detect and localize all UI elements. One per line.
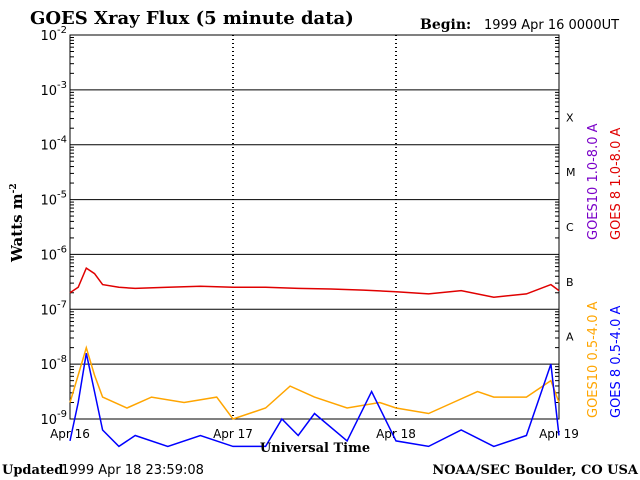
x-tick-labels: Apr 16 Apr 17 Apr 18 Apr 19 [50, 427, 579, 441]
y-tick-exponent: -2 [57, 25, 67, 36]
y-tick-labels: 10-2 10-3 10-4 10-5 10-6 10-7 10-8 10-9 [40, 25, 67, 428]
flare-class-label: C [566, 221, 574, 234]
y-tick-exponent: -8 [57, 354, 67, 365]
flare-class-label: M [566, 166, 576, 179]
y-tick-label: 10-7 [40, 299, 67, 318]
legend: GOES10 1.0-8.0 A GOES 8 1.0-8.0 A GOES10 0… [586, 123, 624, 418]
plot-gridlines [70, 37, 559, 403]
y-tick-label: 10-5 [40, 190, 67, 209]
updated-value: 1999 Apr 18 23:59:08 [61, 463, 204, 478]
x-axis-label: Universal Time [260, 441, 370, 456]
y-tick-label: 10-8 [40, 354, 67, 373]
plot-frame [69, 34, 560, 420]
begin-label: Begin: [420, 17, 471, 33]
y-tick-label: 10-4 [40, 135, 67, 154]
flare-class-label: B [566, 276, 574, 289]
legend-entry: GOES 8 1.0-8.0 A [609, 128, 624, 240]
day-dividers [232, 35, 397, 419]
begin-value: 1999 Apr 16 0000UT [484, 18, 619, 33]
y-tick-label: 10-9 [40, 409, 67, 428]
y-tick-exponent: -4 [57, 135, 67, 146]
y-tick-exponent: -6 [57, 244, 67, 255]
legend-entry: GOES10 1.0-8.0 A [586, 123, 601, 240]
series-line [69, 266, 560, 298]
updated-label: Updated [2, 463, 63, 478]
y-tick-exponent: -7 [57, 299, 67, 310]
credit-text: NOAA/SEC Boulder, CO USA [432, 463, 639, 478]
y-tick-exponent: -3 [57, 80, 67, 91]
y-axis-label: Watts m-2 [8, 183, 26, 263]
y-tick-exponent: -9 [57, 409, 67, 420]
y-axis-label-sup: -2 [9, 183, 19, 193]
y-tick-label: 10-2 [40, 25, 67, 44]
legend-entry: GOES 8 0.5-4.0 A [609, 306, 624, 418]
x-tick-label: Apr 17 [213, 427, 253, 441]
series-line [69, 353, 560, 448]
flare-class-labels: X M C B A [566, 111, 576, 343]
y-tick-exponent: -5 [57, 190, 67, 201]
chart-title: GOES Xray Flux (5 minute data) [30, 8, 354, 29]
legend-entry: GOES10 0.5-4.0 A [586, 301, 601, 418]
x-tick-label: Apr 16 [50, 427, 90, 441]
x-tick-label: Apr 18 [376, 427, 416, 441]
y-tick-label: 10-6 [40, 244, 67, 263]
series-lines [69, 266, 560, 448]
y-tick-label: 10-3 [40, 80, 67, 99]
series-line [69, 345, 560, 420]
flare-class-label: A [566, 331, 574, 344]
flare-class-label: X [566, 111, 574, 124]
